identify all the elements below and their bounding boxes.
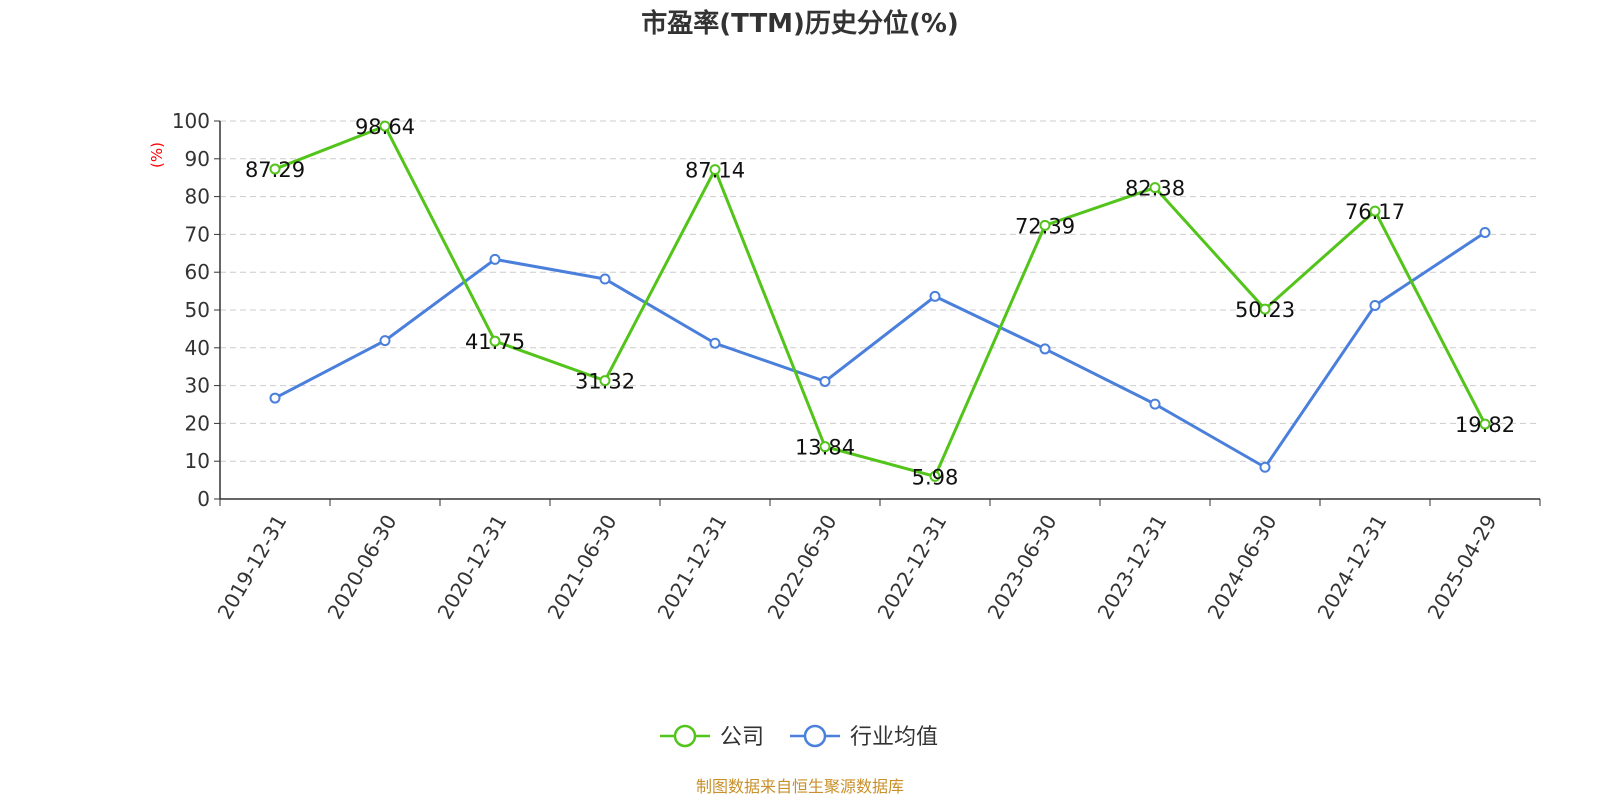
series-1-point	[1039, 343, 1051, 355]
legend-marker	[803, 724, 827, 748]
series-0-point	[489, 335, 501, 347]
legend-label: 行业均值	[850, 725, 938, 750]
y-tick-label: 30	[185, 374, 210, 398]
x-tick-label: 2022-06-30	[763, 511, 842, 624]
data-label: 31.32	[575, 370, 635, 394]
y-tick-label: 0	[197, 487, 210, 511]
x-tick-label: 2021-12-31	[653, 511, 732, 624]
x-tick-label: 2021-06-30	[543, 511, 622, 624]
x-tick-label: 2020-12-31	[433, 511, 512, 624]
y-tick-label: 10	[185, 449, 210, 473]
x-tick-label: 2019-12-31	[213, 511, 292, 624]
series-0-point	[1259, 303, 1271, 315]
series-0-point	[269, 163, 281, 175]
y-tick-label: 20	[185, 411, 210, 435]
legend-item-0[interactable]: 公司	[660, 724, 764, 750]
legend-marker	[673, 724, 697, 748]
data-labels-layer: 87.29 98.64 41.75 31.32 87.14 13.84 5.98 72.39 8…	[245, 115, 1515, 489]
series-0-point	[929, 470, 941, 482]
series-1-point	[1259, 461, 1271, 473]
series-0-point	[819, 441, 831, 453]
series-1-point	[1479, 227, 1491, 239]
series-0-point	[1039, 219, 1051, 231]
y-tick-label: 90	[185, 147, 210, 171]
legend-item-1[interactable]: 行业均值	[790, 724, 938, 750]
legend[interactable]: 公司 行业均值	[660, 724, 938, 750]
data-label: 76.17	[1345, 200, 1405, 224]
chart-title: 市盈率(TTM)历史分位(%)	[641, 8, 959, 39]
series-1-point	[379, 335, 391, 347]
data-label: 72.39	[1015, 214, 1075, 238]
data-label: 98.64	[355, 115, 415, 139]
data-label: 5.98	[912, 465, 959, 489]
y-tick-label: 40	[185, 336, 210, 360]
x-tick-label: 2024-12-31	[1313, 511, 1392, 624]
data-label: 13.84	[795, 436, 855, 460]
series-1-point	[1149, 398, 1161, 410]
series-0-point	[599, 375, 611, 387]
source-note: 制图数据来自恒生聚源数据库	[696, 777, 904, 796]
series-1-point	[269, 392, 281, 404]
series-1-point	[1369, 299, 1381, 311]
x-tick-label: 2020-06-30	[323, 511, 402, 624]
series-0-point	[1369, 205, 1381, 217]
data-label: 50.23	[1235, 298, 1295, 322]
series-0-point	[1479, 418, 1491, 430]
series-1-point	[489, 253, 501, 265]
x-tick-label: 2025-04-29	[1423, 511, 1502, 624]
data-label: 87.14	[685, 159, 745, 183]
legend-label: 公司	[720, 725, 764, 750]
data-label: 41.75	[465, 330, 525, 354]
x-tick-label: 2022-12-31	[873, 511, 952, 624]
series-0-point	[709, 164, 721, 176]
x-tick-label: 2023-12-31	[1093, 511, 1172, 624]
grid-layer	[220, 120, 1540, 462]
series-1-point	[819, 375, 831, 387]
data-label: 82.38	[1125, 177, 1185, 201]
series-line-1	[274, 231, 1486, 469]
x-tick-label: 2024-06-30	[1203, 511, 1282, 624]
data-label: 19.82	[1455, 413, 1515, 437]
x-tick-label: 2023-06-30	[983, 511, 1062, 624]
data-label: 87.29	[245, 158, 305, 182]
y-tick-label: 70	[185, 222, 210, 246]
y-tick-label: 100	[172, 109, 210, 133]
y-tick-label: 60	[185, 260, 210, 284]
y-tick-label: 50	[185, 298, 210, 322]
y-axis-label: (%)	[148, 142, 166, 168]
series-1-point	[709, 337, 721, 349]
series-0-point	[1149, 182, 1161, 194]
series-0-point	[379, 120, 391, 132]
series-line-0	[274, 124, 1487, 478]
y-tick-label: 80	[185, 185, 210, 209]
series-1-point	[599, 273, 611, 285]
series-1-point	[929, 290, 941, 302]
series-layer	[269, 120, 1491, 482]
